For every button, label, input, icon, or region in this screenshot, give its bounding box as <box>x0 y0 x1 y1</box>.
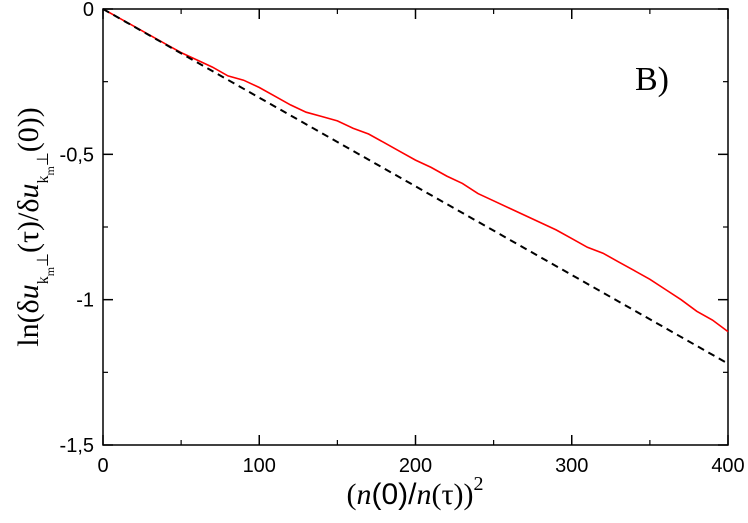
series-layer <box>102 8 729 365</box>
measured-curve-line <box>102 8 729 333</box>
svg-text:ln(δukm⊥(τ)/δukm⊥(0)): ln(δukm⊥(τ)/δukm⊥(0)) <box>12 107 57 347</box>
x-tick-label: 200 <box>399 455 432 477</box>
y-tick-label: 0 <box>83 0 94 21</box>
x-tick-label: 0 <box>97 455 108 477</box>
y-tick-label: -1 <box>76 290 94 312</box>
x-tick-label: 300 <box>555 455 588 477</box>
panel-label: B) <box>635 61 669 98</box>
y-tick-label: -1,5 <box>60 435 94 457</box>
y-axis-label: ln(δukm⊥(τ)/δukm⊥(0)) <box>12 107 57 347</box>
x-tick-label: 400 <box>711 455 744 477</box>
y-tick-label: -0,5 <box>60 144 94 166</box>
x-axis-ticks: 0 100 200 300 400 <box>97 9 745 477</box>
y-axis-ticks: 0 -0,5 -1 -1,5 <box>60 0 728 457</box>
x-tick-label: 100 <box>243 455 276 477</box>
x-axis-label: (n(0)/n(τ))2 <box>346 473 483 511</box>
